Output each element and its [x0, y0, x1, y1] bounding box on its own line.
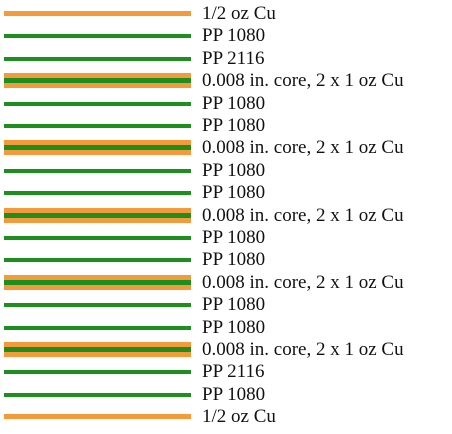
layer-label: PP 2116 — [202, 361, 265, 382]
prepreg-bar — [4, 102, 191, 106]
layer-label: 1/2 oz Cu — [202, 406, 276, 427]
layer-row-core: 0.008 in. core, 2 x 1 oz Cu — [0, 70, 452, 92]
prepreg-bar — [4, 258, 191, 262]
core-dielectric-bar — [4, 347, 191, 352]
prepreg-bar — [4, 124, 191, 128]
layer-label: 0.008 in. core, 2 x 1 oz Cu — [202, 339, 404, 360]
prepreg-bar — [4, 303, 191, 307]
prepreg-bar — [4, 393, 191, 397]
prepreg-bar — [4, 57, 191, 61]
layer-row-prepreg: PP 1080 — [0, 249, 452, 271]
layer-label: 0.008 in. core, 2 x 1 oz Cu — [202, 272, 404, 293]
prepreg-bar — [4, 169, 191, 173]
layer-label: PP 2116 — [202, 48, 265, 69]
layer-label: PP 1080 — [202, 160, 266, 181]
prepreg-bar — [4, 236, 191, 240]
layer-row-core: 0.008 in. core, 2 x 1 oz Cu — [0, 205, 452, 227]
layer-row-prepreg: PP 1080 — [0, 317, 452, 339]
layer-label: PP 1080 — [202, 384, 266, 405]
layer-row-prepreg: PP 2116 — [0, 48, 452, 70]
prepreg-bar — [4, 326, 191, 330]
layer-row-prepreg: PP 1080 — [0, 25, 452, 47]
layer-label: PP 1080 — [202, 25, 266, 46]
layer-row-core: 0.008 in. core, 2 x 1 oz Cu — [0, 339, 452, 361]
layer-row-prepreg: PP 1080 — [0, 160, 452, 182]
layer-label: 0.008 in. core, 2 x 1 oz Cu — [202, 205, 404, 226]
layer-row-core: 0.008 in. core, 2 x 1 oz Cu — [0, 137, 452, 159]
layer-label: PP 1080 — [202, 294, 266, 315]
layer-label: 0.008 in. core, 2 x 1 oz Cu — [202, 70, 404, 91]
layer-label: PP 1080 — [202, 93, 266, 114]
layer-row-foil: 1/2 oz Cu — [0, 406, 452, 428]
copper-foil-bar — [4, 11, 191, 16]
prepreg-bar — [4, 191, 191, 195]
prepreg-bar — [4, 370, 191, 374]
layer-row-prepreg: PP 2116 — [0, 361, 452, 383]
layer-row-foil: 1/2 oz Cu — [0, 3, 452, 25]
core-dielectric-bar — [4, 213, 191, 218]
layer-label: PP 1080 — [202, 317, 266, 338]
layer-label: PP 1080 — [202, 115, 266, 136]
layer-row-prepreg: PP 1080 — [0, 115, 452, 137]
core-dielectric-bar — [4, 78, 191, 83]
core-dielectric-bar — [4, 280, 191, 285]
layer-label: PP 1080 — [202, 227, 266, 248]
core-dielectric-bar — [4, 145, 191, 150]
layer-row-prepreg: PP 1080 — [0, 227, 452, 249]
copper-foil-bar — [4, 414, 191, 419]
layer-label: 0.008 in. core, 2 x 1 oz Cu — [202, 137, 404, 158]
layer-row-core: 0.008 in. core, 2 x 1 oz Cu — [0, 272, 452, 294]
layer-row-prepreg: PP 1080 — [0, 93, 452, 115]
prepreg-bar — [4, 34, 191, 38]
layer-label: 1/2 oz Cu — [202, 3, 276, 24]
layer-label: PP 1080 — [202, 249, 266, 270]
layer-row-prepreg: PP 1080 — [0, 294, 452, 316]
layer-label: PP 1080 — [202, 182, 266, 203]
layer-row-prepreg: PP 1080 — [0, 182, 452, 204]
layer-row-prepreg: PP 1080 — [0, 384, 452, 406]
